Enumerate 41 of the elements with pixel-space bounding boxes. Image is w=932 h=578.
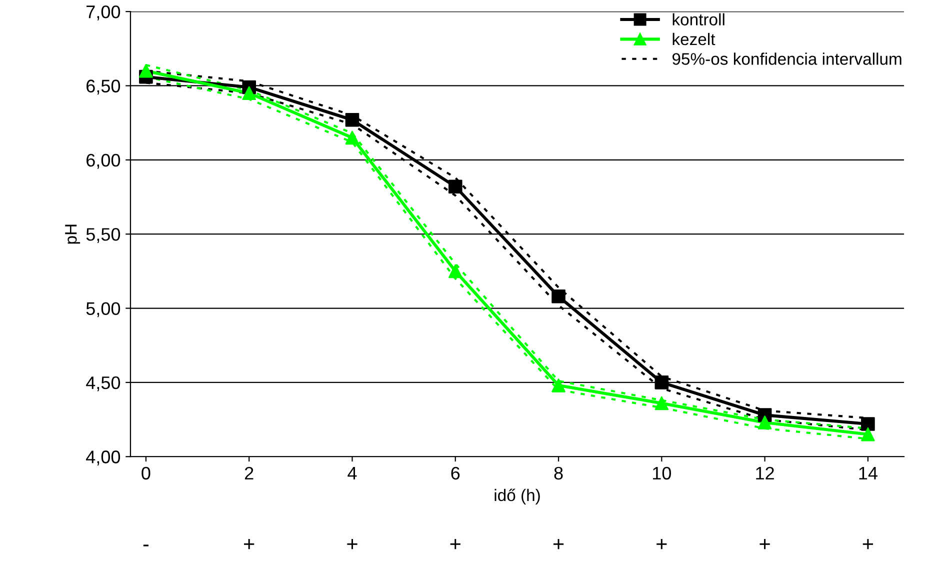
x-tick-label: 2 <box>244 466 254 480</box>
text: + <box>553 538 564 550</box>
text: + <box>656 538 667 550</box>
point <box>448 264 462 278</box>
y-axis-title: pH <box>65 224 80 244</box>
x-tick-label: 10 <box>652 466 671 480</box>
point <box>552 378 566 392</box>
legend-label: kezelt <box>672 32 716 46</box>
point <box>861 427 875 442</box>
x-tick-label: 8 <box>554 466 563 480</box>
point <box>654 376 669 390</box>
point <box>242 86 256 100</box>
text: + <box>244 538 254 550</box>
x-axis-title: idő (h) <box>494 488 540 504</box>
text: - <box>143 544 148 546</box>
point <box>345 130 360 145</box>
point <box>345 112 360 127</box>
text: + <box>760 538 770 550</box>
x-tick-label: 0 <box>142 466 150 480</box>
y-tick-label: 5,50 <box>86 228 120 243</box>
y-tick-label: 5,00 <box>86 302 120 318</box>
point <box>552 289 566 304</box>
x-tick-label: 6 <box>451 466 460 480</box>
point <box>861 417 875 431</box>
text: + <box>862 538 873 550</box>
text: + <box>450 538 460 550</box>
x-tick-label: 12 <box>756 466 774 480</box>
text: + <box>347 538 358 550</box>
y-tick-label: 6,00 <box>86 154 120 169</box>
y-tick-label: 6,50 <box>86 80 120 95</box>
legend-label: kontroll <box>672 13 724 26</box>
point <box>654 396 669 410</box>
y-tick-label: 4,00 <box>86 450 120 466</box>
y-tick-label: 4,50 <box>86 376 120 392</box>
x-tick-label: 14 <box>859 467 878 480</box>
x-tick-label: 4 <box>348 467 357 480</box>
point <box>139 64 153 78</box>
y-tick-label: 7,00 <box>86 5 120 20</box>
point <box>758 416 772 430</box>
legend-label: 95%-os konfidencia intervallum <box>672 52 902 65</box>
point <box>448 180 462 194</box>
